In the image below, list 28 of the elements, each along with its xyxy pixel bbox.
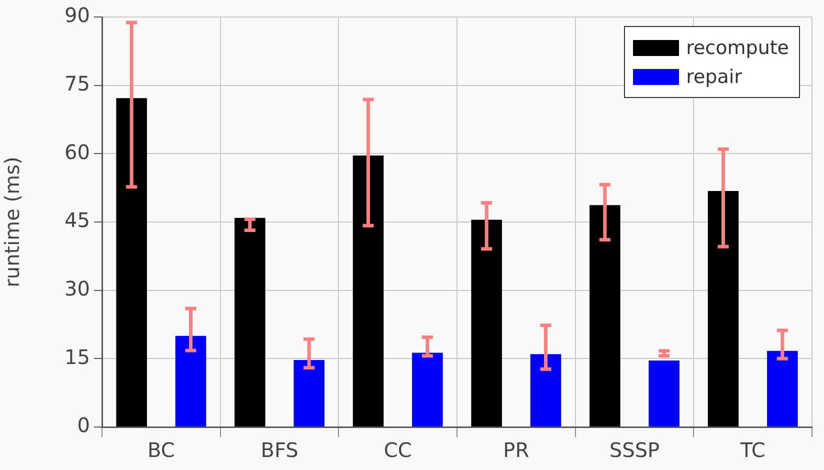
bar bbox=[471, 220, 502, 426]
bar bbox=[234, 218, 266, 426]
y-tick-label: 90 bbox=[64, 3, 90, 28]
bar bbox=[175, 336, 206, 426]
bar bbox=[648, 360, 680, 426]
bar bbox=[352, 155, 384, 426]
y-tick-label: 60 bbox=[64, 140, 90, 164]
legend-label: recompute bbox=[686, 36, 789, 58]
y-tick-label: 75 bbox=[64, 72, 90, 96]
y-axis-title: runtime (ms) bbox=[0, 156, 24, 288]
bar bbox=[708, 191, 739, 426]
bar bbox=[767, 350, 798, 426]
x-tick-label: CC bbox=[384, 438, 412, 462]
y-tick-label: 45 bbox=[64, 208, 90, 232]
x-tick-label: TC bbox=[739, 438, 766, 462]
bar bbox=[530, 354, 562, 426]
x-tick-label: SSSP bbox=[609, 438, 660, 462]
bar bbox=[590, 205, 620, 426]
y-tick-label: 0 bbox=[77, 413, 90, 438]
y-tick-label: 30 bbox=[64, 276, 90, 301]
y-tick-label: 15 bbox=[64, 344, 90, 369]
bar bbox=[412, 352, 443, 426]
bar bbox=[116, 98, 147, 426]
x-tick-label: PR bbox=[503, 438, 530, 462]
bar bbox=[294, 360, 324, 426]
x-tick-label: BC bbox=[147, 438, 175, 462]
x-tick-label: BFS bbox=[260, 438, 298, 462]
legend-label: repair bbox=[686, 66, 742, 88]
